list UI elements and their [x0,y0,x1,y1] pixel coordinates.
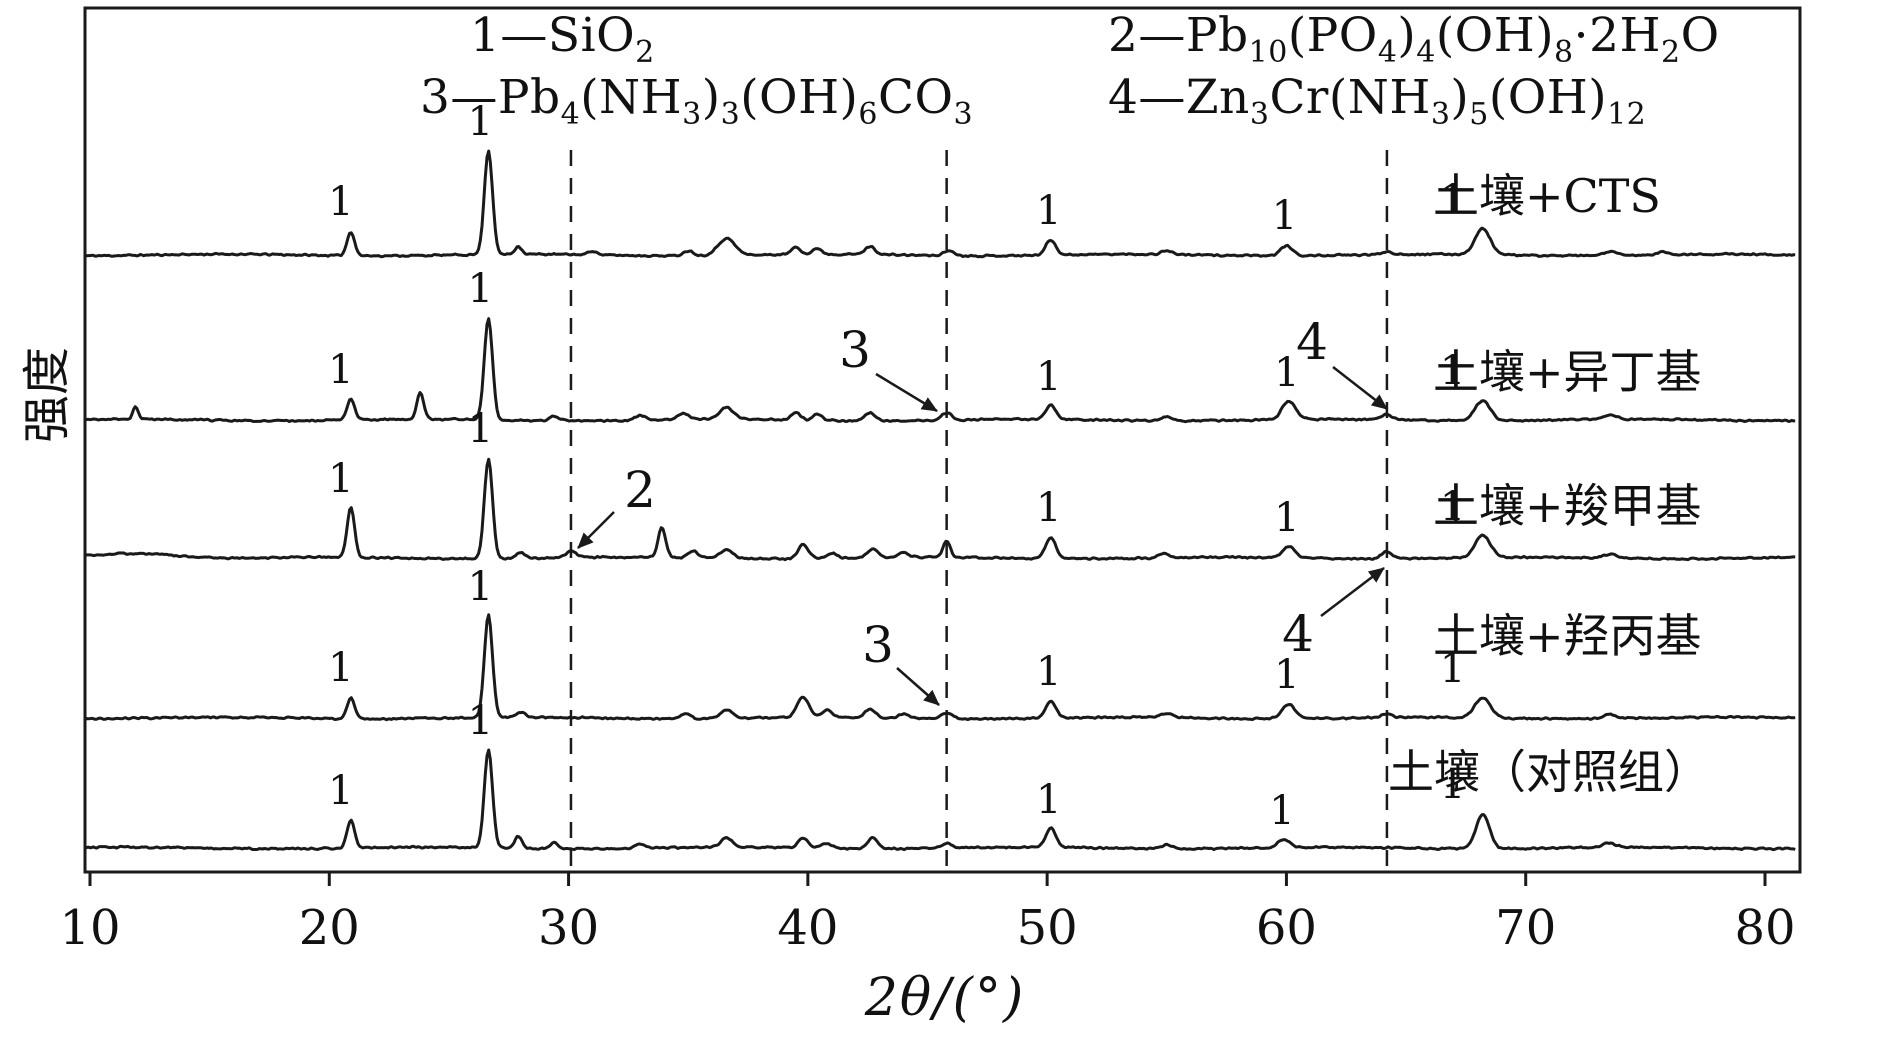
peak-label: 1 [328,456,353,502]
series-label-5: 土壤（对照组） [1388,745,1710,799]
peak-label: 1 [468,406,493,452]
peak-label: 1 [1274,495,1299,541]
xrd-trace-4 [84,613,1796,722]
peak-label: 1 [1269,788,1294,834]
peak-label: 1 [1274,350,1299,396]
series-label-1: 土壤+CTS [1433,169,1661,223]
x-axis-label: 2θ/(°) [864,968,1026,1028]
peak-label: 1 [1036,188,1061,234]
peak-label: 1 [328,645,353,691]
xrd-trace-2 [84,317,1796,424]
series-label-2: 土壤+异丁基 [1433,345,1702,399]
legend-item-3: 3—Pb4(NH3)3(OH)6CO3 [420,70,974,132]
x-tick-label: 70 [1495,900,1556,956]
xrd-trace-1 [84,149,1796,259]
annotation-arrow [1320,567,1385,617]
annotation-label: 3 [862,616,894,674]
x-tick-label: 40 [777,900,838,956]
xrd-trace-3 [84,457,1796,562]
x-tick-label: 80 [1734,900,1795,956]
annotation-label: 4 [1296,313,1328,371]
series-label-4: 土壤+羟丙基 [1433,609,1702,663]
peak-label: 1 [1272,193,1297,239]
annotation-arrow [577,511,615,549]
annotation-label: 4 [1282,605,1314,663]
y-axis-label: 强度 [19,347,75,444]
legend-item-2: 2—Pb10(PO4)4(OH)8·2H2O [1108,8,1720,70]
plot-frame [83,6,1802,874]
peak-label: 1 [328,179,353,225]
x-tick-label: 60 [1256,900,1317,956]
peak-label: 1 [468,266,493,312]
series-label-3: 土壤+羧甲基 [1433,479,1702,533]
peak-label: 1 [1036,354,1061,400]
peak-label: 1 [468,564,493,610]
x-tick-label: 20 [299,900,360,956]
x-tick-label: 30 [538,900,599,956]
annotation-arrow [896,667,940,706]
annotation-label: 2 [624,461,656,519]
peak-label: 1 [468,698,493,744]
annotation-label: 3 [839,321,871,379]
xrd-trace-5 [84,748,1796,852]
peak-label: 1 [1440,177,1465,223]
peak-label: 1 [1440,762,1465,808]
peak-label: 1 [328,347,353,393]
x-tick-label: 50 [1017,900,1078,956]
x-tick-label: 10 [59,900,120,956]
annotation-arrow [875,372,938,413]
peak-label: 1 [1036,485,1061,531]
peak-label: 1 [1440,348,1465,394]
peak-label: 1 [1440,646,1465,692]
peak-label: 1 [1440,484,1465,530]
annotation-arrow [1332,366,1388,410]
peak-label: 1 [1036,649,1061,695]
peak-label: 1 [468,99,493,145]
legend-item-1: 1—SiO2 [470,8,655,70]
legend-item-4: 4—Zn3Cr(NH3)5(OH)12 [1108,70,1647,132]
peak-label: 1 [328,768,353,814]
peak-label: 1 [1274,652,1299,698]
peak-label: 1 [1036,777,1061,823]
